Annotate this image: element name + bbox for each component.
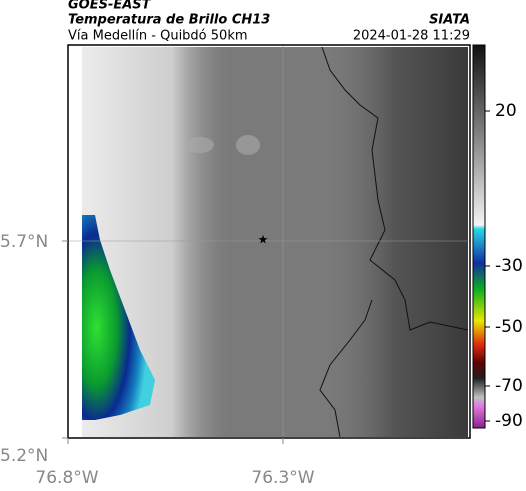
colorbar-tick: -90 bbox=[495, 411, 523, 431]
lat-label: 5.2°N bbox=[0, 446, 48, 466]
colorbar-tick: -50 bbox=[495, 317, 523, 337]
satellite: GOES-EAST bbox=[68, 0, 152, 13]
map-image: ★ bbox=[62, 44, 471, 444]
colorbar-tick: -70 bbox=[495, 376, 523, 396]
lat-label: 5.7°N bbox=[0, 232, 48, 252]
datetime: 2024-01-28 11:29 bbox=[353, 29, 470, 44]
title: Temperatura de Brillo CH13 bbox=[68, 13, 270, 28]
subtitle: Vía Medellín - Quibdó 50km bbox=[68, 29, 248, 44]
colorbar-tick: -30 bbox=[495, 256, 523, 276]
source: SIATA bbox=[429, 13, 470, 28]
svg-text:★: ★ bbox=[258, 233, 269, 247]
colorbar-tick: 20 bbox=[495, 101, 517, 121]
lon-label: 76.3°W bbox=[251, 468, 314, 488]
colorbar bbox=[472, 44, 490, 429]
lon-label: 76.8°W bbox=[35, 468, 98, 488]
